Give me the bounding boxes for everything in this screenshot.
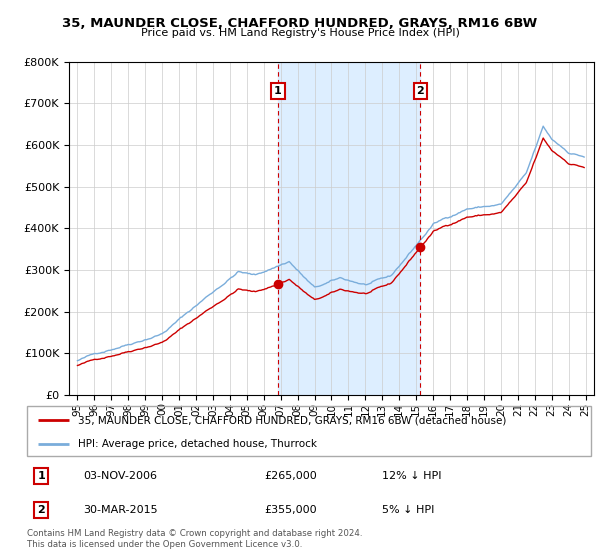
Text: Price paid vs. HM Land Registry's House Price Index (HPI): Price paid vs. HM Land Registry's House …	[140, 28, 460, 38]
Text: £355,000: £355,000	[264, 505, 317, 515]
Text: Contains HM Land Registry data © Crown copyright and database right 2024.
This d: Contains HM Land Registry data © Crown c…	[27, 529, 362, 549]
Bar	[278, 62, 420, 395]
Text: 1: 1	[37, 471, 45, 481]
Text: 35, MAUNDER CLOSE, CHAFFORD HUNDRED, GRAYS, RM16 6BW: 35, MAUNDER CLOSE, CHAFFORD HUNDRED, GRA…	[62, 17, 538, 30]
Text: 2: 2	[416, 86, 424, 96]
Text: 12% ↓ HPI: 12% ↓ HPI	[382, 471, 442, 481]
Text: £265,000: £265,000	[264, 471, 317, 481]
Text: 2: 2	[37, 505, 45, 515]
Text: HPI: Average price, detached house, Thurrock: HPI: Average price, detached house, Thur…	[78, 439, 317, 449]
Text: 30-MAR-2015: 30-MAR-2015	[83, 505, 158, 515]
Text: 35, MAUNDER CLOSE, CHAFFORD HUNDRED, GRAYS, RM16 6BW (detached house): 35, MAUNDER CLOSE, CHAFFORD HUNDRED, GRA…	[78, 415, 506, 425]
Text: 1: 1	[274, 86, 282, 96]
Text: 03-NOV-2006: 03-NOV-2006	[83, 471, 157, 481]
Text: 5% ↓ HPI: 5% ↓ HPI	[382, 505, 434, 515]
